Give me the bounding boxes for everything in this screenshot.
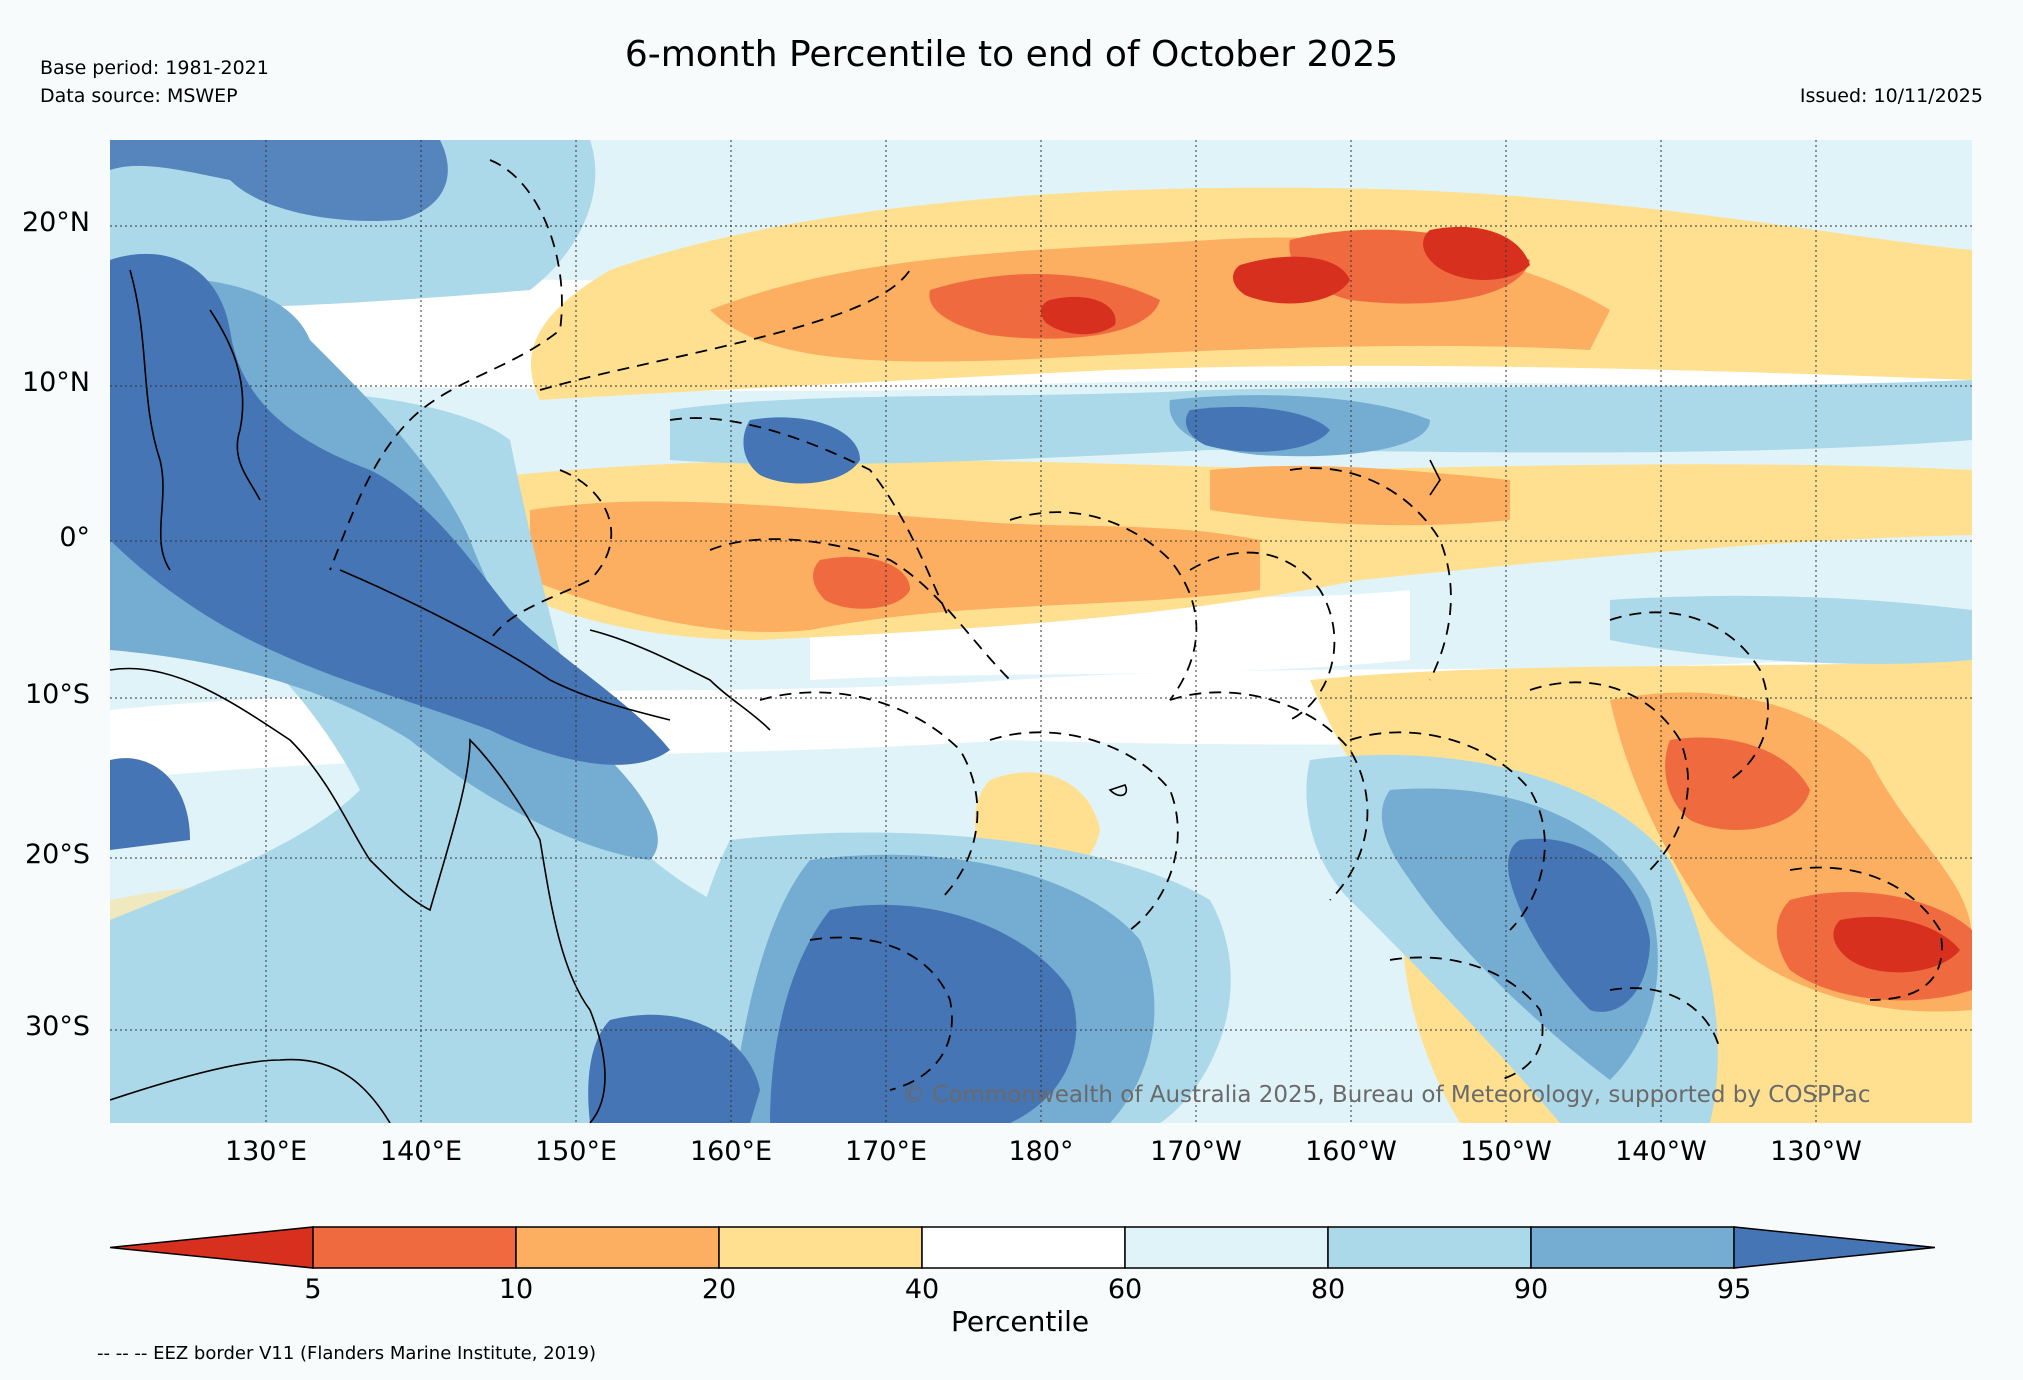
percentile-region-5-10: [1665, 737, 1810, 830]
lon-label-170w: 170°W: [1150, 1136, 1242, 1167]
percentile-region-10-20: [530, 501, 1260, 632]
issued-date: Issued: 10/11/2025: [1799, 85, 1983, 107]
map-title: 6-month Percentile to end of October 202…: [624, 34, 1399, 75]
coastlines: [110, 269, 1441, 1123]
lon-label-180: 180°: [1008, 1136, 1074, 1167]
lat-label-equator: 0°: [59, 522, 90, 553]
percentile-region-10-20: [1210, 465, 1510, 526]
lon-label-140e: 140°E: [379, 1136, 463, 1167]
lon-label-130w: 130°W: [1770, 1136, 1862, 1167]
lon-label-140w: 140°W: [1615, 1136, 1707, 1167]
colorbar-tick-80: 80: [1310, 1274, 1346, 1305]
colorbar-segment-60-80: [1124, 1226, 1329, 1269]
colorbar-segment-40-60: [921, 1226, 1126, 1269]
percentile-region-above-95: [110, 758, 190, 850]
lat-label-20s: 20°S: [25, 839, 90, 870]
percentile-region-80-90: [110, 140, 596, 310]
colorbar-segment-20-40: [718, 1226, 923, 1269]
lon-label-150e: 150°E: [534, 1136, 618, 1167]
lon-label-160w: 160°W: [1305, 1136, 1397, 1167]
lon-label-170e: 170°E: [844, 1136, 928, 1167]
colorbar-segment-90-95: [1530, 1226, 1735, 1269]
colorbar-tick-40: 40: [904, 1274, 940, 1305]
lon-label-130e: 130°E: [224, 1136, 308, 1167]
data-source-label: Data source: MSWEP: [40, 85, 238, 107]
lat-label-30s: 30°S: [25, 1011, 90, 1042]
colorbar-tick-95: 95: [1716, 1274, 1752, 1305]
percentile-region-below-5: [1040, 296, 1116, 335]
lat-label-10s: 10°S: [25, 679, 90, 710]
colorbar-label: Percentile: [951, 1305, 1090, 1338]
percentile-region-above-95: [1185, 406, 1330, 452]
percentile-region-below-5: [1833, 916, 1960, 973]
colorbar-segment-below-5: [110, 1226, 314, 1269]
colorbar-tick-10: 10: [498, 1274, 534, 1305]
colorbar-segment-10-20: [515, 1226, 720, 1269]
colorbar: [110, 1226, 1935, 1269]
percentile-region-80-90: [1610, 595, 1972, 664]
lat-label-20n: 20°N: [21, 207, 90, 238]
colorbar-segment-80-90: [1327, 1226, 1532, 1269]
percentile-region-below-5: [1423, 226, 1530, 280]
percentile-region-above-95: [110, 140, 448, 221]
percentile-region-above-95: [588, 1014, 760, 1123]
graticule: [110, 140, 1972, 1123]
base-period-label: Base period: 1981-2021: [40, 57, 269, 79]
colorbar-segment-above-95: [1733, 1226, 1935, 1269]
lat-label-10n: 10°N: [21, 367, 90, 398]
eez-borders: [329, 159, 1943, 1091]
colorbar-tick-90: 90: [1513, 1274, 1549, 1305]
percentile-map: [110, 140, 1972, 1123]
colorbar-tick-20: 20: [701, 1274, 737, 1305]
colorbar-tick-60: 60: [1107, 1274, 1143, 1305]
lon-label-150w: 150°W: [1460, 1136, 1552, 1167]
lon-label-160e: 160°E: [689, 1136, 773, 1167]
percentile-region-below-5: [1233, 256, 1350, 304]
percentile-region-above-95: [110, 253, 670, 765]
percentile-region-above-95: [770, 904, 1077, 1123]
percentile-region-above-95: [743, 417, 860, 484]
percentile-region-above-95: [1508, 838, 1650, 1012]
colorbar-segment-5-10: [312, 1226, 517, 1269]
eez-footnote: -- -- -- EEZ border V11 (Flanders Marine…: [97, 1343, 597, 1364]
colorbar-tick-5: 5: [304, 1274, 322, 1305]
copyright-text: © Commonwealth of Australia 2025, Bureau…: [902, 1082, 1871, 1108]
